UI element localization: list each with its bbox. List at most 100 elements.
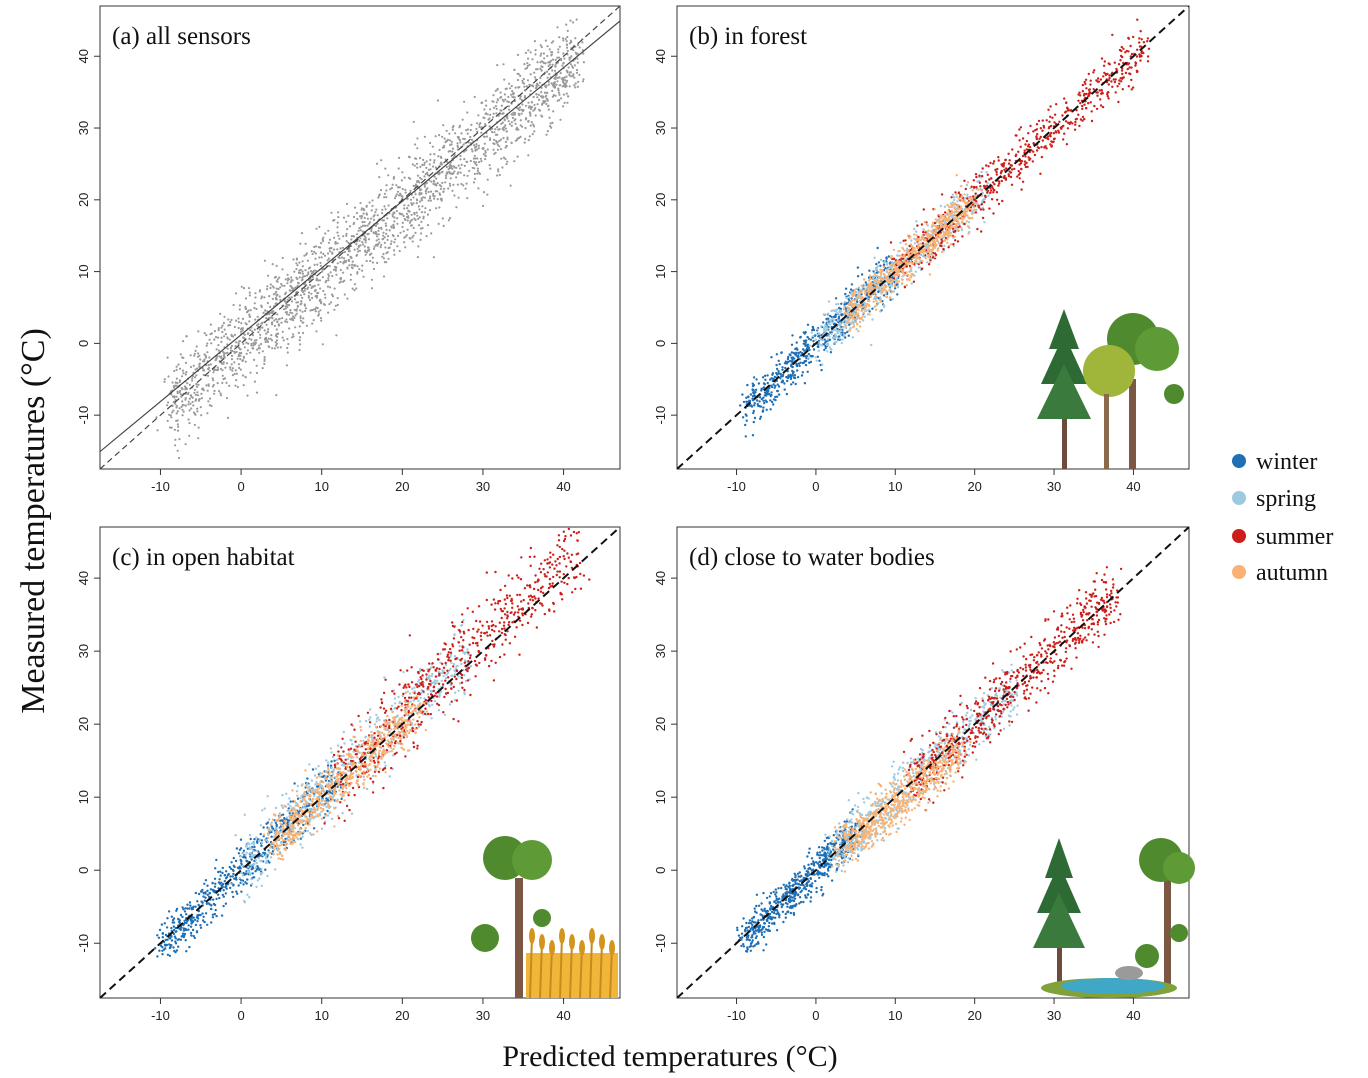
point xyxy=(745,419,748,422)
point xyxy=(875,277,879,281)
point xyxy=(861,309,864,312)
point xyxy=(963,193,966,196)
y-tick-label: 30 xyxy=(76,121,91,135)
point xyxy=(216,336,220,339)
point xyxy=(285,303,289,306)
point xyxy=(376,243,379,246)
point xyxy=(200,397,203,400)
point xyxy=(416,174,420,177)
point xyxy=(928,273,932,276)
point xyxy=(163,378,166,381)
point xyxy=(1001,199,1004,203)
point xyxy=(328,265,331,268)
point xyxy=(325,279,328,282)
point xyxy=(191,400,194,404)
point xyxy=(911,274,915,277)
point xyxy=(403,241,406,244)
point xyxy=(285,313,289,316)
point xyxy=(956,200,959,203)
point xyxy=(299,336,302,339)
point xyxy=(293,316,296,320)
point xyxy=(416,137,419,140)
point xyxy=(1115,67,1118,71)
point xyxy=(173,428,176,431)
point xyxy=(298,276,301,279)
point xyxy=(566,43,569,47)
point xyxy=(319,302,323,305)
point xyxy=(367,246,370,249)
point xyxy=(398,212,401,215)
point xyxy=(882,263,886,266)
point xyxy=(781,373,785,376)
point xyxy=(249,371,252,374)
point xyxy=(322,252,325,255)
point xyxy=(226,416,230,419)
point xyxy=(563,76,566,79)
point xyxy=(178,367,182,370)
point xyxy=(787,355,790,359)
point xyxy=(558,0,560,2)
point xyxy=(321,239,325,243)
point xyxy=(451,126,454,129)
point xyxy=(510,121,513,124)
point xyxy=(193,423,196,426)
point xyxy=(873,256,876,259)
point xyxy=(858,303,861,306)
point xyxy=(1062,124,1065,128)
point xyxy=(916,224,919,227)
point xyxy=(222,353,226,357)
point xyxy=(448,132,451,135)
point xyxy=(576,61,579,64)
point xyxy=(839,332,842,336)
point xyxy=(529,124,532,127)
point xyxy=(231,374,234,377)
point xyxy=(752,389,755,392)
point xyxy=(262,311,265,314)
point xyxy=(353,283,357,286)
point xyxy=(745,400,748,403)
point xyxy=(310,286,313,290)
point xyxy=(544,95,547,98)
point xyxy=(1018,128,1021,131)
point xyxy=(366,233,369,236)
point xyxy=(1064,110,1068,113)
point xyxy=(981,167,984,170)
point xyxy=(835,303,838,306)
point xyxy=(796,348,799,351)
point xyxy=(379,189,383,192)
point xyxy=(574,82,577,85)
point xyxy=(195,374,198,377)
point xyxy=(234,859,238,863)
point xyxy=(375,162,379,165)
point xyxy=(328,238,332,241)
point xyxy=(562,93,566,96)
point xyxy=(1027,132,1030,135)
point xyxy=(992,188,996,192)
point xyxy=(1084,78,1088,82)
point xyxy=(401,187,404,191)
point xyxy=(544,85,547,88)
point xyxy=(171,411,174,414)
point xyxy=(959,205,963,208)
point xyxy=(367,238,371,241)
point xyxy=(546,54,549,58)
point xyxy=(574,37,577,40)
point xyxy=(1078,91,1081,94)
point xyxy=(396,217,399,220)
point xyxy=(274,344,278,347)
point xyxy=(500,95,503,99)
point xyxy=(1121,72,1124,76)
point xyxy=(383,236,386,239)
point xyxy=(1057,129,1060,132)
point xyxy=(182,372,185,375)
point xyxy=(1108,76,1111,80)
point xyxy=(166,404,169,407)
point xyxy=(910,266,913,269)
point xyxy=(296,304,299,308)
point xyxy=(244,307,247,310)
point xyxy=(521,125,524,128)
point xyxy=(442,124,445,127)
point xyxy=(964,187,967,191)
point xyxy=(933,252,937,255)
point xyxy=(903,273,906,277)
